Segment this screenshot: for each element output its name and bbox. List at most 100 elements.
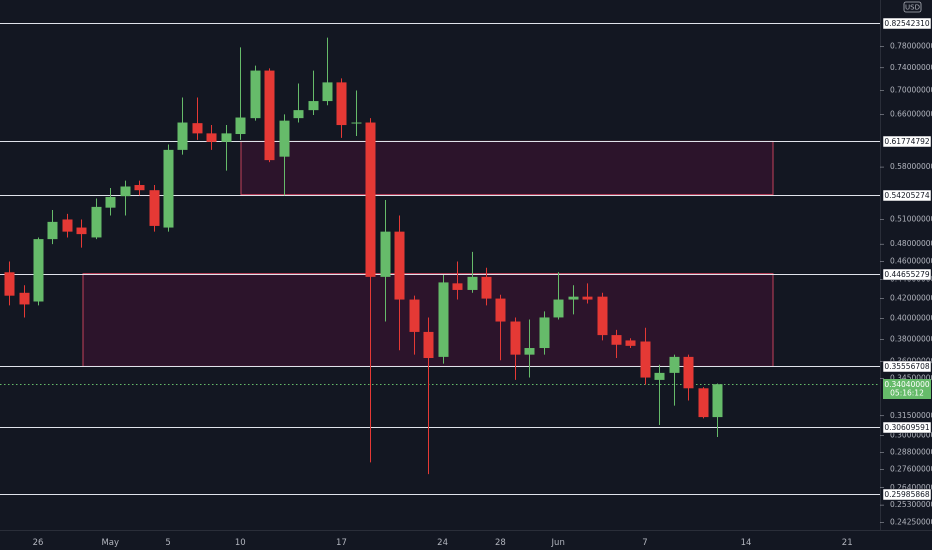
- x-tick-label: 21: [842, 538, 853, 548]
- level-label: 0.61774792: [884, 137, 930, 146]
- y-tick-label: 0.24250000: [890, 517, 932, 526]
- x-tick-label: 28: [495, 538, 506, 548]
- y-tick-label: 0.30000000: [890, 431, 932, 440]
- candle-body: [467, 276, 478, 290]
- candle-body: [134, 185, 145, 191]
- candle-body: [33, 239, 44, 302]
- candle-body: [669, 356, 680, 373]
- candle-body: [380, 231, 391, 277]
- x-tick-label: 17: [336, 538, 347, 548]
- candle-body: [495, 298, 506, 322]
- candles: [4, 37, 723, 475]
- candle-body: [322, 82, 333, 102]
- candle-body: [4, 272, 15, 296]
- y-tick-label: 0.46000000: [890, 257, 932, 266]
- candle-body: [163, 149, 174, 228]
- candle-body: [177, 122, 188, 150]
- candle-body: [250, 70, 261, 119]
- current-price-label: 0.34040000: [884, 380, 930, 389]
- level-label: 0.25985868: [884, 490, 930, 499]
- candle-body: [47, 221, 58, 240]
- y-tick-label: 0.74000000: [890, 63, 932, 72]
- y-tick-label: 0.51000000: [890, 214, 932, 223]
- candle-body: [568, 296, 579, 300]
- level-label-box: [882, 17, 932, 30]
- candle-body: [712, 384, 723, 418]
- candle-body: [336, 82, 347, 126]
- candle-body: [76, 227, 87, 235]
- current-price-box: [883, 379, 931, 399]
- candle-body: [698, 388, 709, 418]
- x-tick-label: 5: [165, 538, 170, 548]
- countdown-label: 05:16:12: [890, 389, 924, 398]
- level-label-box: [882, 189, 932, 202]
- candle-body: [640, 341, 651, 378]
- candle-body: [438, 282, 449, 357]
- candle-body: [683, 356, 694, 389]
- candle-body: [625, 340, 636, 346]
- candle-body: [510, 321, 521, 355]
- candle-body: [221, 133, 232, 142]
- levels: [0, 23, 880, 495]
- candle-body: [149, 190, 160, 226]
- y-tick-label: 0.34500000: [890, 374, 932, 383]
- candle-body: [308, 101, 319, 111]
- level-label-box: [882, 488, 932, 501]
- y-tick-label: 0.26400000: [890, 483, 932, 492]
- candle-body: [293, 110, 304, 119]
- candle-body: [19, 292, 30, 305]
- axis-labels: 0.82542310 0.61774792 0.54205274 0.44655279…: [882, 17, 932, 501]
- currency-box: [903, 1, 922, 13]
- y-tick-label: 0.42000000: [890, 294, 932, 303]
- candle-body: [553, 299, 564, 318]
- level-label: 0.30609591: [884, 423, 930, 432]
- candle-body: [206, 133, 217, 142]
- x-tick-label: 24: [437, 538, 448, 548]
- level-label: 0.44655279: [884, 270, 930, 279]
- currency-label: USD: [905, 4, 920, 12]
- candle-body: [409, 299, 420, 332]
- candle-body: [611, 335, 622, 345]
- level-label: 0.82542310: [884, 19, 930, 28]
- x-tick-label: Jun: [551, 538, 565, 548]
- candle-body: [654, 372, 665, 380]
- x-tick-label: 14: [741, 538, 752, 548]
- candle-body: [91, 206, 102, 238]
- candle-body: [539, 317, 550, 349]
- candle-body: [597, 296, 608, 336]
- y-tick-label: 0.58000000: [890, 162, 932, 171]
- candle-body: [582, 296, 593, 300]
- y-tick-label: 0.70000000: [890, 85, 932, 94]
- level-label: 0.35556708: [884, 362, 930, 371]
- y-tick-label: 0.66000000: [890, 109, 932, 118]
- y-tick-label: 0.25300000: [890, 500, 932, 509]
- candle-body: [365, 122, 376, 277]
- candle-body: [481, 276, 492, 299]
- candle-body: [264, 70, 275, 161]
- candle-body: [423, 331, 434, 359]
- x-tick-label: May: [101, 538, 119, 548]
- zone: [240, 140, 774, 196]
- y-tick-label: 0.48000000: [890, 239, 932, 248]
- y-tick-label: 0.78000000: [890, 41, 932, 50]
- price-axis: 0.78000000 0.74000000 0.70000000 0.66000000…: [880, 41, 932, 526]
- y-tick-label: 0.27600000: [890, 465, 932, 474]
- candle-body: [105, 196, 116, 208]
- level-label-box: [882, 135, 932, 148]
- x-tick-label: 26: [33, 538, 44, 548]
- candle-body: [351, 122, 362, 124]
- y-tick-label: 0.38000000: [890, 334, 932, 343]
- level-label-box: [882, 360, 932, 373]
- candle-body: [279, 120, 290, 157]
- candle-body: [452, 283, 463, 290]
- candle-body: [120, 186, 131, 197]
- y-tick-label: 0.28800000: [890, 447, 932, 456]
- candle-body: [394, 231, 405, 300]
- candle-body: [524, 348, 535, 355]
- x-tick-label: 7: [642, 538, 647, 548]
- candle-body: [235, 117, 246, 135]
- candle-body: [62, 219, 73, 232]
- y-tick-label: 0.31500000: [890, 411, 932, 420]
- x-tick-label: 10: [235, 538, 246, 548]
